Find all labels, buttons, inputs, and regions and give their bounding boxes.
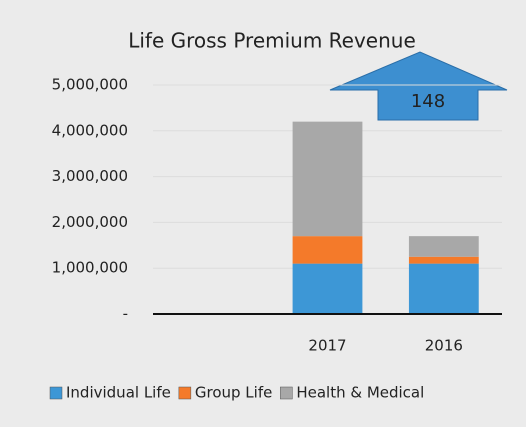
bar-segment xyxy=(408,256,479,264)
y-tick-label: 2,000,000 xyxy=(52,213,128,231)
x-tick-label: 2017 xyxy=(308,337,346,355)
bar-segment xyxy=(292,263,363,314)
y-tick-label: 3,000,000 xyxy=(52,167,128,185)
bar-segment xyxy=(292,236,363,264)
annotation-arrow xyxy=(329,51,508,121)
legend-label: Health & Medical xyxy=(296,384,424,402)
legend-swatch xyxy=(280,386,293,400)
chart-title: Life Gross Premium Revenue xyxy=(128,29,416,53)
legend-swatch xyxy=(178,386,192,400)
y-tick-label: 4,000,000 xyxy=(52,121,128,139)
legend-label: Individual Life xyxy=(66,384,171,402)
y-tick-label: - xyxy=(123,305,128,323)
legend-label: Group Life xyxy=(195,384,272,402)
legend-swatch xyxy=(49,386,63,400)
y-tick-label: 5,000,000 xyxy=(52,76,128,94)
bar-segment xyxy=(292,121,363,237)
annotation: 148 xyxy=(411,91,445,112)
x-tick-label: 2016 xyxy=(425,337,463,355)
bar-segment xyxy=(408,236,479,257)
bar-segment xyxy=(408,263,479,314)
y-tick-label: 1,000,000 xyxy=(52,259,128,277)
